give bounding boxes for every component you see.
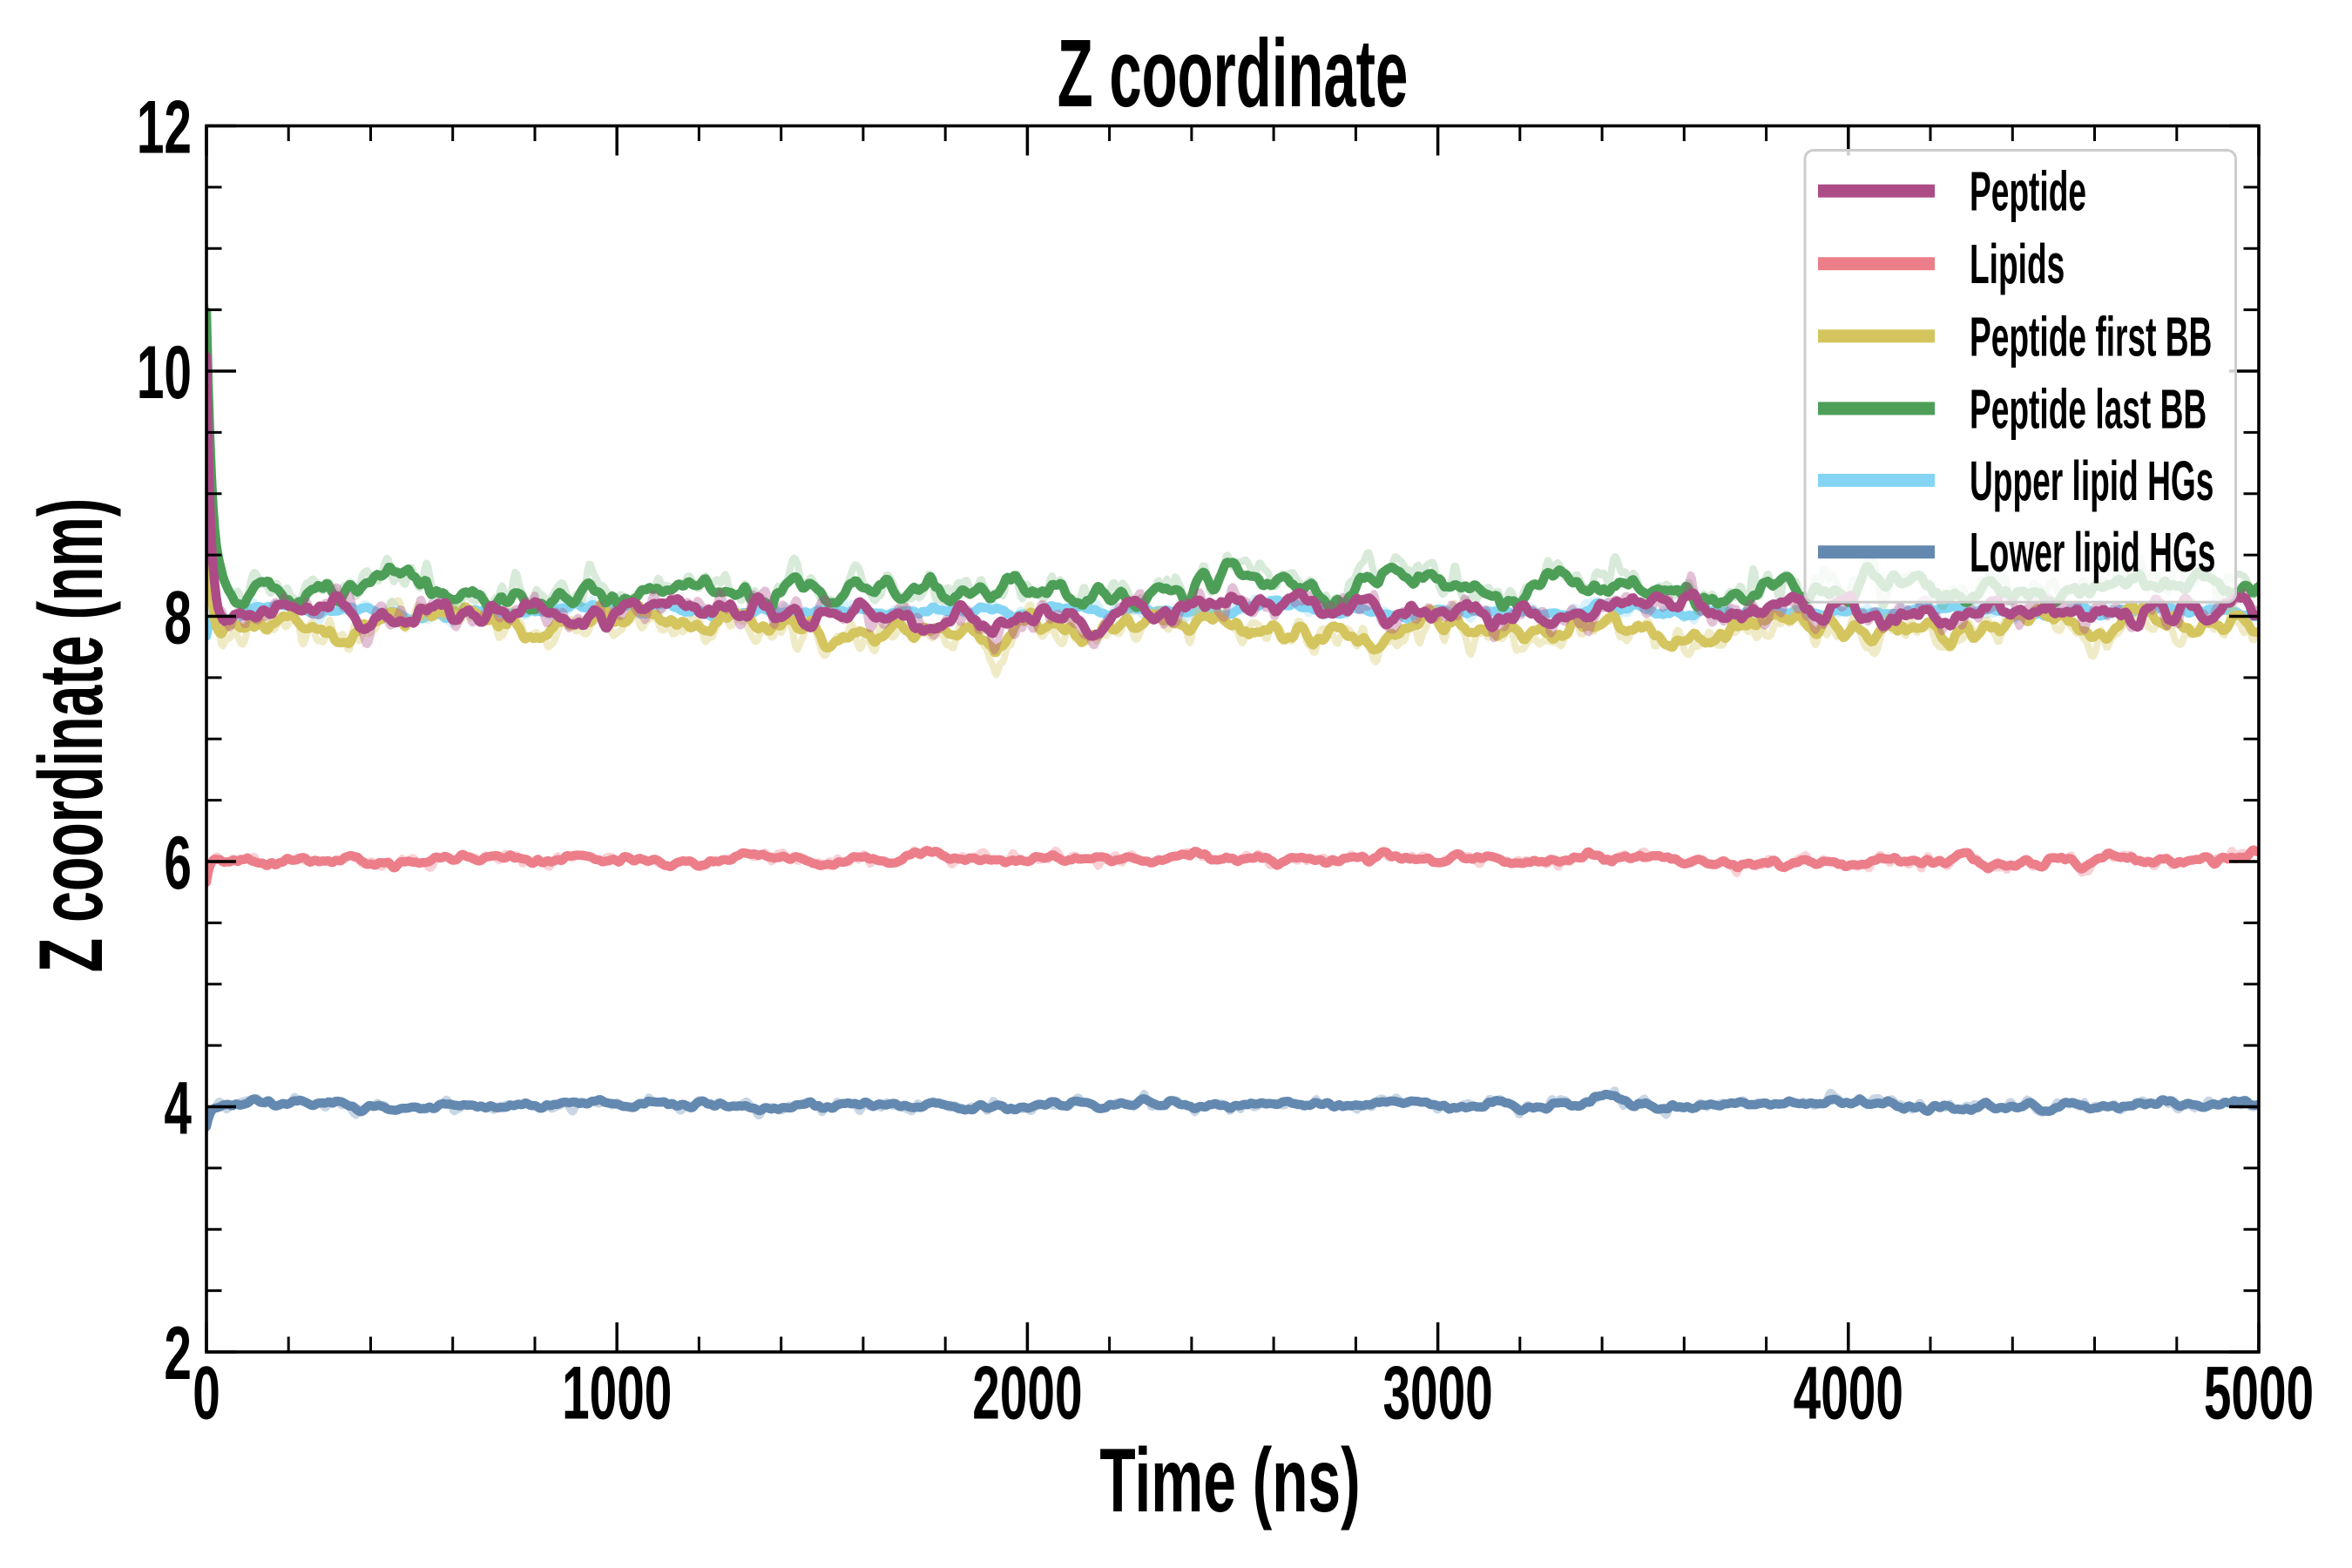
- svg-text:Upper lipid HGs: Upper lipid HGs: [1970, 451, 2213, 513]
- svg-text:3000: 3000: [1382, 1352, 1492, 1436]
- svg-text:Peptide: Peptide: [1970, 161, 2086, 223]
- svg-text:0: 0: [193, 1352, 220, 1436]
- svg-text:Peptide last BB: Peptide last BB: [1970, 379, 2207, 441]
- svg-text:10: 10: [137, 331, 192, 415]
- svg-text:4000: 4000: [1794, 1352, 1903, 1436]
- svg-text:2000: 2000: [972, 1352, 1082, 1436]
- svg-text:6: 6: [164, 821, 192, 905]
- svg-text:8: 8: [164, 577, 192, 660]
- svg-text:4: 4: [164, 1067, 192, 1151]
- svg-text:Peptide first BB: Peptide first BB: [1970, 307, 2212, 368]
- svg-text:Lipids: Lipids: [1970, 234, 2065, 296]
- svg-text:Z coordinate (nm): Z coordinate (nm): [21, 498, 121, 972]
- svg-text:Lower lipid HGs: Lower lipid HGs: [1970, 523, 2215, 585]
- svg-text:5000: 5000: [2204, 1352, 2314, 1436]
- svg-text:1000: 1000: [562, 1352, 672, 1436]
- svg-text:12: 12: [137, 86, 192, 170]
- svg-text:Time (ns): Time (ns): [1099, 1429, 1360, 1531]
- svg-text:Z coordinate: Z coordinate: [1058, 21, 1409, 127]
- svg-text:2: 2: [164, 1312, 192, 1396]
